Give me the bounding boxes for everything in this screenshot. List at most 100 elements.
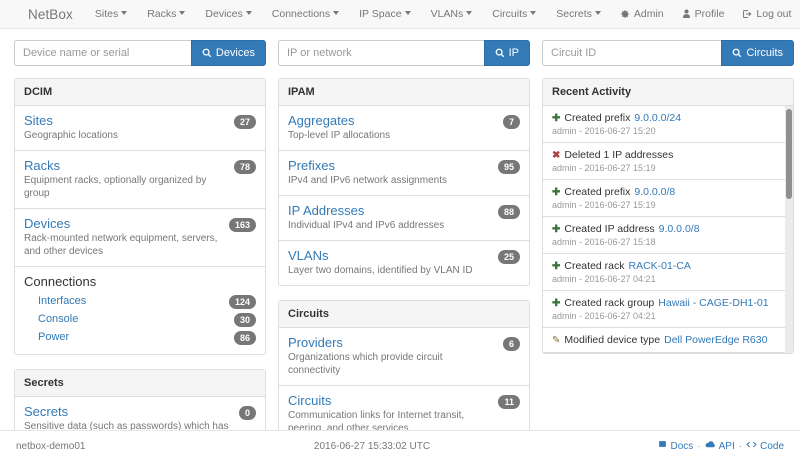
list-item[interactable]: ✚ Created rack group Hawaii - CAGE-DH1-0… [543,291,793,328]
plus-icon: ✚ [552,113,561,124]
list-item[interactable]: Providers 6 Organizations which provide … [279,328,529,386]
list-item[interactable]: Racks 78 Equipment racks, optionally org… [15,151,265,209]
ipam-link-aggregates[interactable]: Aggregates [288,113,355,128]
nav-item-circuits[interactable]: Circuits [482,8,546,20]
column-right: Recent Activity ✚ Created prefix 9.0.0.0… [542,78,794,396]
connections-link-interfaces[interactable]: Interfaces [38,295,87,307]
nav-label: Devices [205,8,243,20]
list-item[interactable]: Prefixes 95 IPv4 and IPv6 network assign… [279,151,529,196]
activity-meta: admin - 2016-06-27 15:18 [552,237,656,247]
circuits-link-circuits[interactable]: Circuits [288,393,332,408]
activity-object-link[interactable]: 9.0.0.0/8 [658,223,700,235]
device-search-button[interactable]: Devices [190,40,266,66]
secrets-link-secrets[interactable]: Secrets [24,404,69,419]
nav-item-sites[interactable]: Sites [85,8,137,20]
book-icon [658,440,667,452]
activity-object-link[interactable]: 9.0.0.0/8 [634,186,676,198]
footer-link-code[interactable]: Code [746,440,784,452]
nav-item-profile[interactable]: Profile [673,8,734,20]
logout-icon [742,9,752,19]
connections-list: Interfaces 124 Console 30 Power 86 [24,292,256,346]
list-item[interactable]: ✖ Deleted 1 IP addresses admin - 2016-06… [543,143,793,180]
dcim-link-racks[interactable]: Racks [24,158,61,173]
nav-label: Secrets [556,8,592,20]
ipam-link-ip-addresses[interactable]: IP Addresses [288,203,365,218]
gear-icon [620,9,630,19]
chevron-down-icon [245,11,252,15]
footer-timestamp: 2016-06-27 15:33:02 UTC [313,440,431,452]
panel-dcim: DCIM Sites 27 Geographic locations Racks… [14,78,266,355]
brand-logo[interactable]: NetBox [28,6,73,22]
dcim-link-sites[interactable]: Sites [24,113,53,128]
circuit-search-input[interactable] [542,40,722,66]
ipam-link-vlans[interactable]: VLANs [288,248,329,263]
footer-link-docs[interactable]: Docs [658,440,693,452]
status-badge: 27 [233,115,256,129]
activity-object-link[interactable]: Hawaii - CAGE-DH1-01 [658,297,769,309]
nav-item-admin[interactable]: Admin [611,8,673,20]
list-item[interactable]: ✚ Created IP address 9.0.0.0/8 admin - 2… [543,217,793,254]
chevron-down-icon [530,11,537,15]
list-item[interactable]: Power 86 [24,328,256,346]
footer-link-api[interactable]: API [705,440,735,452]
circuit-search-button[interactable]: Circuits [721,40,794,66]
activity-meta: admin - 2016-06-27 15:19 [552,163,656,173]
nav-links: Sites Racks Devices Connections IP Space… [85,8,611,20]
column-left: DCIM Sites 27 Geographic locations Racks… [14,78,266,455]
item-description: Communication links for Internet transit… [288,410,465,434]
circuits-list: Providers 6 Organizations which provide … [279,328,529,443]
chevron-down-icon [333,11,340,15]
nav-item-logout[interactable]: Log out [733,8,800,20]
activity-object-link[interactable]: RACK-01-CA [628,260,691,272]
activity-scroll-area[interactable]: ✚ Created prefix 9.0.0.0/24 admin - 2016… [543,106,793,353]
nav-item-ip-space[interactable]: IP Space [349,8,420,20]
panel-dcim-title: DCIM [15,79,265,106]
connections-link-power[interactable]: Power [38,331,70,343]
list-item[interactable]: ✚ Created prefix 9.0.0.0/8 admin - 2016-… [543,180,793,217]
circuits-link-providers[interactable]: Providers [288,335,343,350]
status-badge: 11 [498,395,520,409]
device-search-input[interactable] [14,40,191,66]
nav-item-secrets[interactable]: Secrets [546,8,611,20]
scrollbar-track[interactable] [785,106,793,353]
nav-item-devices[interactable]: Devices [195,8,261,20]
footer-separator: · [697,440,701,452]
item-description: Organizations which provide circuit conn… [288,352,443,376]
dcim-link-devices[interactable]: Devices [24,216,71,231]
user-icon [682,9,691,19]
panel-ipam-title: IPAM [279,79,529,106]
footer-separator: · [738,440,743,452]
list-item[interactable]: Circuits 11 Communication links for Inte… [279,386,529,443]
footer-link-label: Code [760,440,784,452]
list-item[interactable]: VLANs 25 Layer two domains, identified b… [279,241,529,285]
device-search-group: Devices [14,40,266,66]
list-item[interactable]: ✚ Created rack RACK-01-CA admin - 2016-0… [543,254,793,291]
activity-object-link[interactable]: Dell PowerEdge R630 [664,334,768,346]
list-item[interactable]: ✎ Modified device type Dell PowerEdge R6… [543,328,793,353]
chevron-down-icon [404,11,411,15]
item-description: IPv4 and IPv6 network assignments [288,175,447,186]
pencil-icon: ✎ [552,335,561,346]
nav-item-racks[interactable]: Racks [137,8,195,20]
list-item[interactable]: Sites 27 Geographic locations [15,106,265,151]
nav-item-connections[interactable]: Connections [262,8,349,20]
connections-link-console[interactable]: Console [38,313,79,325]
nav-label: Profile [694,8,725,20]
list-item[interactable]: Aggregates 7 Top-level IP allocations [279,106,529,151]
ip-search-input[interactable] [278,40,484,66]
footer-hostname: netbox-demo01 [16,440,86,452]
device-search-label: Devices [215,47,255,59]
ipam-link-prefixes[interactable]: Prefixes [288,158,335,173]
nav-item-vlans[interactable]: VLANs [421,8,483,20]
item-description: Top-level IP allocations [288,130,391,141]
list-item[interactable]: IP Addresses 88 Individual IPv4 and IPv6… [279,196,529,241]
list-item[interactable]: Console 30 [24,310,256,328]
list-item[interactable]: Interfaces 124 [24,292,256,310]
activity-object-link[interactable]: 9.0.0.0/24 [634,112,682,124]
list-item[interactable]: Devices 163 Rack-mounted network equipme… [15,209,265,267]
list-item[interactable]: ✚ Created prefix 9.0.0.0/24 admin - 2016… [543,106,793,143]
scrollbar-thumb[interactable] [786,109,792,199]
status-badge: 86 [233,331,256,345]
ip-search-button[interactable]: IP [483,40,530,66]
nav-user-actions: Admin Profile Log out [611,8,800,20]
